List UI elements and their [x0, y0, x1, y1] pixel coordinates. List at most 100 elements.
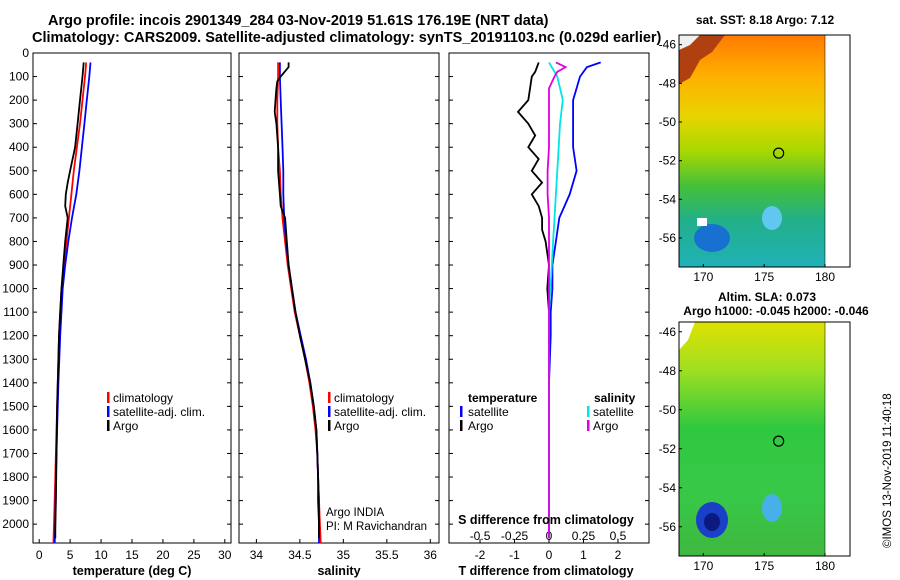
legend-climatology-swatch	[107, 392, 110, 403]
sst-map-title: sat. SST: 8.18 Argo: 7.12	[696, 13, 835, 27]
series-line-argo	[273, 62, 320, 539]
legend-t-satellite: satellite	[468, 405, 509, 419]
sla-low-anomaly-core	[704, 513, 720, 531]
temperature-tick-label: 0	[36, 548, 43, 562]
map-lat-tick-label: -46	[659, 325, 677, 339]
depth-tick-label: 900	[9, 258, 29, 272]
sst-cold-patch	[762, 206, 782, 230]
difference-legend: temperature satellite Argo salinity sate…	[460, 391, 636, 433]
series-line-salinity-argo	[546, 61, 568, 539]
depth-tick-label: 0	[22, 46, 29, 60]
map-lon-tick-label: 170	[693, 559, 713, 573]
depth-tick-label: 1900	[2, 494, 29, 508]
depth-tick-label: 1600	[2, 423, 29, 437]
legend-argo-swatch	[328, 420, 331, 431]
depth-tick-label: 800	[9, 234, 29, 248]
legend-climatology: climatology	[334, 391, 394, 405]
t-difference-axis-label: T difference from climatology	[458, 564, 633, 578]
map-lat-tick-label: -56	[659, 520, 677, 534]
figure-title-line1: Argo profile: incois 2901349_284 03-Nov-…	[48, 13, 549, 29]
salinity-difference-tick-label: -0.5	[470, 529, 491, 543]
legend-s-satellite-swatch	[587, 406, 590, 417]
legend-satellite-swatch	[328, 406, 331, 417]
temperature-legend: climatology satellite-adj. clim. Argo	[107, 391, 205, 433]
legend-satellite-adj: satellite-adj. clim.	[113, 405, 205, 419]
legend-argo: Argo	[113, 419, 139, 433]
legend-t-argo: Argo	[468, 419, 494, 433]
salinity-tick-label: 36	[424, 548, 438, 562]
sst-cold-patch	[694, 224, 730, 252]
temperature-difference-tick-label: 1	[580, 548, 587, 562]
salinity-series	[273, 62, 322, 544]
legend-satellite-adj: satellite-adj. clim.	[334, 405, 426, 419]
depth-tick-label: 1000	[2, 282, 29, 296]
depth-tick-label: 1400	[2, 376, 29, 390]
credit-project: Argo INDIA	[326, 507, 384, 519]
legend-climatology-swatch	[328, 392, 331, 403]
series-line-climatology	[52, 62, 88, 544]
land-mask	[679, 35, 700, 50]
temperature-series	[52, 62, 92, 544]
legend-t-argo-swatch	[460, 420, 463, 431]
sla-map-subtitle: Argo h1000: -0.045 h2000: -0.046	[683, 304, 869, 318]
temperature-tick-label: 5	[67, 548, 74, 562]
legend-s-argo: Argo	[593, 419, 619, 433]
temperature-tick-label: 10	[94, 548, 108, 562]
difference-series	[516, 61, 601, 539]
land-new-zealand	[679, 35, 725, 84]
legend-argo-swatch	[107, 420, 110, 431]
temperature-difference-tick-label: -1	[509, 548, 520, 562]
depth-tick-label: 100	[9, 70, 29, 84]
temperature-axis-label: temperature (deg C)	[73, 564, 192, 578]
sla-map-panel: Altim. SLA: 0.073 Argo h1000: -0.045 h20…	[659, 290, 869, 573]
sst-missing-data	[697, 218, 707, 226]
depth-tick-label: 200	[9, 93, 29, 107]
legend-s-argo-swatch	[587, 420, 590, 431]
salinity-x-axis: 34 34.5 35 35.5 36	[250, 539, 438, 562]
argo-location-marker	[773, 147, 785, 159]
depth-axis: 0 100 200 300 400 500 600 700 800 900 1000 1100 1200…	[2, 46, 649, 531]
salinity-panel: 34 34.5 35 35.5 36 salinity climatology sate…	[238, 52, 440, 578]
sla-map-blank-strip	[824, 321, 851, 557]
legend-satellite-swatch	[107, 406, 110, 417]
depth-tick-label: 1500	[2, 399, 29, 413]
map-lat-tick-label: -56	[659, 231, 677, 245]
series-line-satellite-adj-clim-	[278, 62, 320, 543]
sst-map-axes: 170 175 180 -46 -48 -50 -52 -54 -56	[659, 38, 836, 284]
temperature-tick-label: 15	[125, 548, 139, 562]
salinity-legend: climatology satellite-adj. clim. Argo	[328, 391, 426, 433]
salinity-difference-tick-label: -0.25	[501, 529, 529, 543]
s-difference-axis-label: S difference from climatology	[458, 513, 634, 527]
series-line-temperature-argo	[516, 62, 550, 539]
map-lat-tick-label: -50	[659, 115, 677, 129]
series-line-argo	[54, 62, 85, 539]
sst-map-blank-strip	[824, 34, 851, 268]
land-mask	[679, 322, 695, 350]
series-line-climatology	[276, 62, 322, 544]
map-lat-tick-label: -54	[659, 481, 677, 495]
temperature-panel: 0100200300400500600700800900100011001200…	[2, 46, 649, 578]
map-lon-tick-label: 170	[693, 270, 713, 284]
map-lat-tick-label: -50	[659, 403, 677, 417]
temperature-difference-tick-label: -2	[475, 548, 486, 562]
depth-tick-label: 1200	[2, 329, 29, 343]
salinity-axis-label: salinity	[317, 564, 360, 578]
legend-salinity-title: salinity	[594, 391, 636, 405]
map-lat-tick-label: -54	[659, 192, 677, 206]
legend-temperature-title: temperature	[468, 391, 538, 405]
sst-map-panel: sat. SST: 8.18 Argo: 7.12	[659, 13, 851, 284]
legend-climatology: climatology	[113, 391, 173, 405]
temperature-tick-label: 30	[218, 548, 232, 562]
depth-tick-label: 2000	[2, 517, 29, 531]
legend-s-satellite: satellite	[593, 405, 634, 419]
temperature-difference-tick-label: 0	[546, 548, 553, 562]
depth-tick-label: 1800	[2, 470, 29, 484]
imos-watermark: ©IMOS 13-Nov-2019 11:40:18	[882, 393, 894, 548]
depth-tick-label: 600	[9, 187, 29, 201]
map-lat-tick-label: -52	[659, 154, 677, 168]
salinity-axes-frame	[238, 52, 440, 544]
salinity-tick-label: 35	[337, 548, 351, 562]
map-lat-tick-label: -48	[659, 364, 677, 378]
figure-title-line2: Climatology: CARS2009. Satellite-adjuste…	[32, 30, 662, 46]
